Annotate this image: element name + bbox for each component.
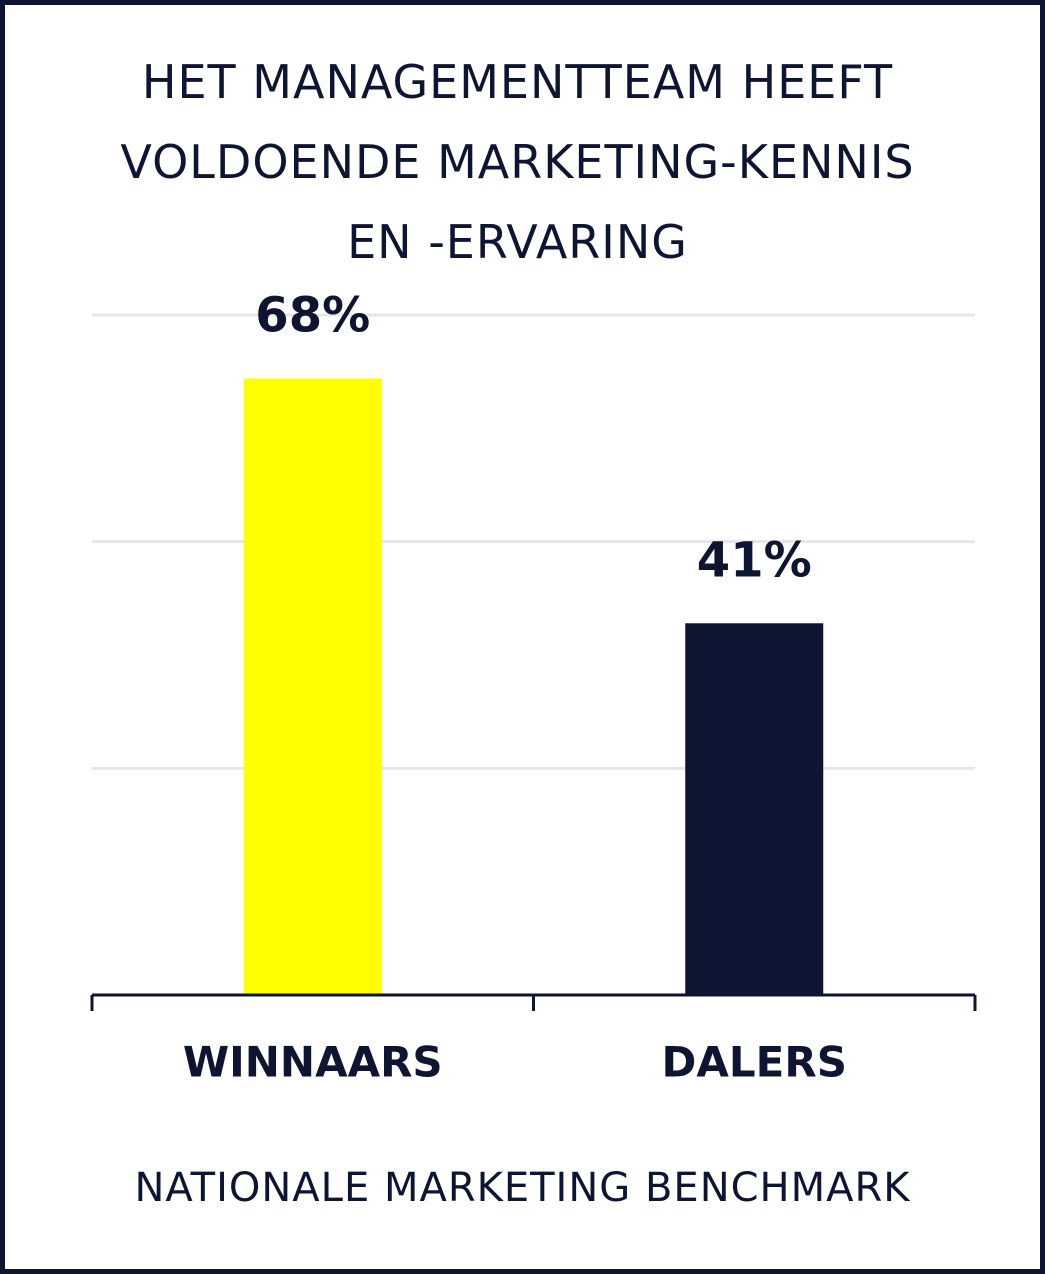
chart-title: HET MANAGEMENTTEAM HEEFT VOLDOENDE MARKE… [120,55,915,269]
bar [685,623,824,995]
value-label: 41% [697,532,812,588]
chart-footer: NATIONALE MARKETING BENCHMARK [134,1165,911,1211]
value-label: 68% [255,287,370,343]
x-tick-label: DALERS [662,1038,847,1087]
x-tick-label: WINNAARS [183,1038,443,1087]
bar [243,378,382,995]
